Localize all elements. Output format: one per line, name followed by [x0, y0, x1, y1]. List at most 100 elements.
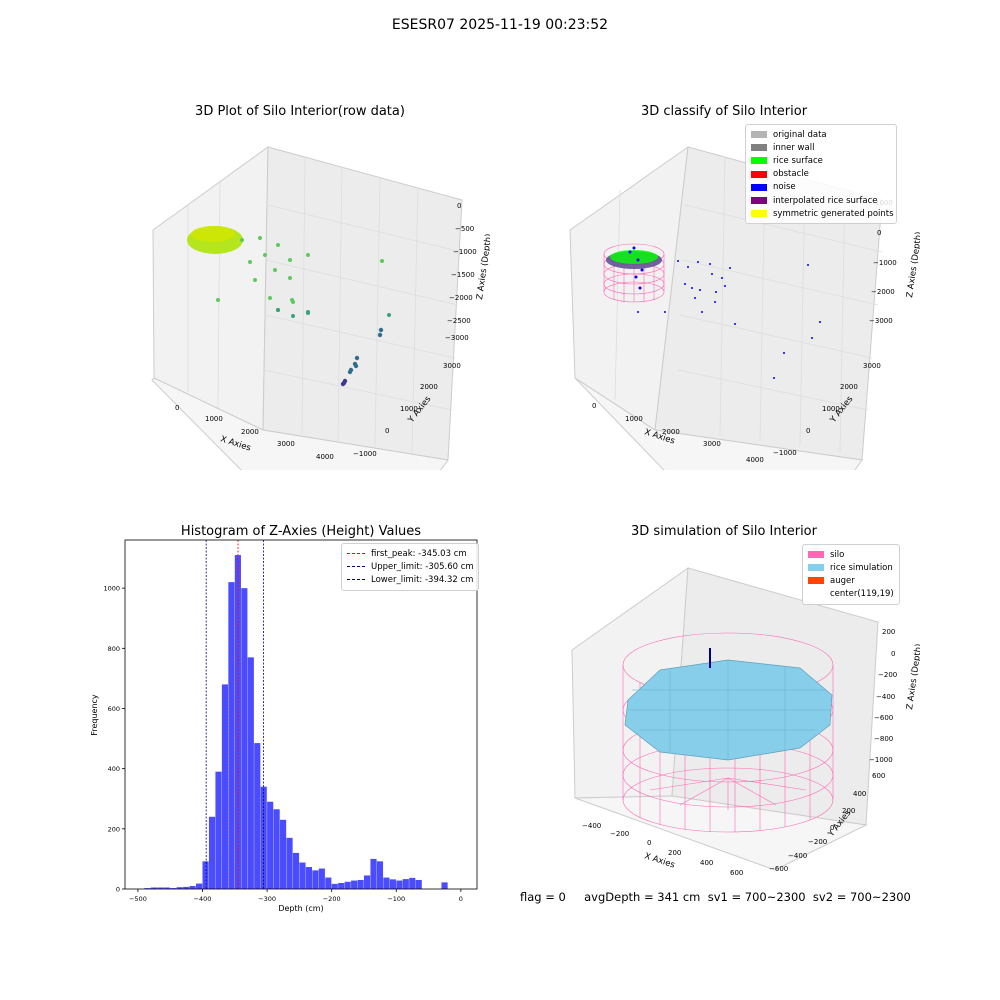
histogram-bar: [357, 879, 364, 889]
sim-ztick-4: −600: [874, 714, 893, 722]
legend-auger: auger: [808, 574, 894, 587]
histogram-bar: [312, 870, 319, 889]
raw-xtick-2: 2000: [241, 428, 259, 436]
histogram-ytick-label: 600: [108, 705, 120, 713]
histogram-chart: −500 −400 −300 −200 −100 0 02004006008001000 …: [90, 539, 478, 913]
simulation-z-ticks: 200 0 −200 −400 −600 −800 −1000: [869, 628, 897, 764]
histogram-y-ticks: 0 200 400 600 800 1000: [103, 585, 125, 894]
sim-xtick-0: −400: [582, 822, 601, 830]
histogram-bar: [273, 809, 280, 889]
histogram-bar: [183, 886, 190, 889]
raw-3d-axes-box: [151, 146, 463, 470]
histogram-bar: [305, 867, 313, 889]
legend-original-data: original data: [751, 128, 891, 141]
legend-rice-surface: rice surface: [751, 154, 891, 167]
histogram-bar: [363, 875, 371, 889]
sim-ytick-2: 200: [842, 807, 855, 815]
histogram-bar: [247, 657, 254, 889]
raw-xtick-1: 1000: [205, 415, 223, 423]
simulation-plot-title: 3D simulation of Silo Interior: [631, 524, 817, 539]
histogram-y-axis-label: Frequency: [90, 694, 99, 736]
simulation-z-axis-label: Z Axies (Depth): [905, 643, 920, 710]
histogram-bar: [415, 879, 422, 889]
legend-rice-simulation: rice simulation: [808, 561, 894, 574]
raw-ytick-2: 1000: [400, 405, 418, 413]
classify-silo-wireframe: [603, 243, 665, 303]
raw-point-cloud: [187, 226, 391, 387]
histogram-bar: [189, 885, 196, 889]
histogram-legend: first_peak: -345.03 cm Upper_limit: -305…: [341, 543, 479, 591]
histogram-bar: [318, 868, 325, 889]
classify-xtick-3: 3000: [703, 440, 721, 448]
legend-interpolated-rice-surface: interpolated rice surface: [751, 194, 891, 207]
raw-3d-plot: 0 1000 2000 3000 4000 X Axies 3000 2000 …: [151, 146, 490, 470]
sim-ytick-1: 400: [853, 790, 866, 798]
histogram-bar: [402, 879, 409, 889]
histogram-bar: [202, 861, 209, 889]
histogram-bar: [299, 862, 306, 889]
sim-ytick-6: −600: [769, 865, 788, 873]
histogram-bar: [254, 743, 261, 889]
status-line: flag = 0 avgDepth = 341 cm sv1 = 700~230…: [520, 890, 911, 904]
figure-title: ESESR07 2025-11-19 00:23:52: [391, 17, 609, 33]
simulation-y-ticks: 600 400 200 0 −200 −400 −600: [769, 772, 885, 873]
classify-xtick-0: 0: [592, 402, 596, 410]
histogram-bar: [157, 887, 164, 889]
sim-xtick-4: 400: [700, 859, 713, 867]
histogram-bar: [370, 858, 377, 889]
sim-xtick-1: −200: [610, 830, 629, 838]
classify-xtick-1: 1000: [625, 415, 643, 423]
histogram-frame: [124, 539, 478, 890]
legend-noise: noise: [751, 181, 891, 194]
classify-3d-axes-box: [569, 145, 883, 470]
histogram-bar: [351, 880, 358, 889]
histogram-reference-lines: [205, 540, 264, 889]
raw-xtick-3: 3000: [277, 440, 295, 448]
classify-z-axis-label: Z Axies (Depth): [905, 231, 920, 298]
histogram-bars: [144, 555, 448, 889]
sim-ztick-6: −1000: [869, 756, 893, 764]
histogram-bar: [208, 816, 216, 889]
histogram-bar: [331, 883, 338, 889]
histogram-bar: [150, 887, 157, 889]
legend-first-peak: first_peak: -345.03 cm: [347, 547, 473, 560]
raw-ytick-4: −1000: [353, 450, 377, 458]
histogram-bar: [376, 861, 384, 889]
classify-ytick-0: 3000: [863, 362, 881, 370]
classify-ztick-2: −1000: [873, 259, 897, 267]
histogram-ytick-label: 1000: [103, 585, 120, 593]
classify-xtick-4: 4000: [746, 456, 764, 464]
sim-ztick-1: 0: [891, 650, 895, 658]
legend-lower-limit: Lower_limit: -394.32 cm: [347, 573, 473, 586]
histogram-xtick-label: 0: [459, 895, 463, 903]
histogram-title: Histogram of Z-Axies (Height) Values: [180, 524, 422, 539]
histogram-bar: [228, 582, 235, 889]
sim-ztick-5: −800: [874, 735, 893, 743]
histogram-bar: [383, 877, 390, 889]
simulation-x-ticks: −400 −200 0 200 400 600: [582, 822, 743, 877]
sim-ytick-5: −400: [788, 852, 807, 860]
legend-obstacle: obstacle: [751, 168, 891, 181]
raw-z-axis-label: Z Axies (Depth): [475, 233, 490, 300]
raw-ztick-3: −1500: [451, 271, 475, 279]
raw-ytick-0: 3000: [443, 362, 461, 370]
histogram-bar: [176, 887, 183, 889]
histogram-bar: [163, 887, 170, 889]
sim-xtick-3: 200: [668, 849, 681, 857]
classify-legend: original data inner wall rice surface ob…: [745, 124, 897, 225]
legend-inner-wall: inner wall: [751, 141, 891, 154]
raw-x-ticks: 0 1000 2000 3000 4000: [175, 404, 334, 461]
legend-upper-limit: Upper_limit: -305.60 cm: [347, 560, 474, 573]
sim-ztick-3: −400: [876, 693, 895, 701]
histogram-bar: [344, 881, 351, 889]
histogram-bar: [267, 801, 274, 889]
histogram-xtick-label: −200: [323, 895, 341, 903]
histogram-ytick-label: 200: [108, 825, 120, 833]
histogram-bar: [280, 819, 287, 889]
histogram-bar: [241, 588, 248, 889]
simulation-rice-surface: [624, 648, 833, 761]
classify-y-ticks: 3000 2000 1000 0 −1000: [773, 362, 881, 457]
histogram-bar: [441, 882, 448, 889]
histogram-bar: [170, 888, 177, 889]
legend-silo: silo: [808, 548, 894, 561]
